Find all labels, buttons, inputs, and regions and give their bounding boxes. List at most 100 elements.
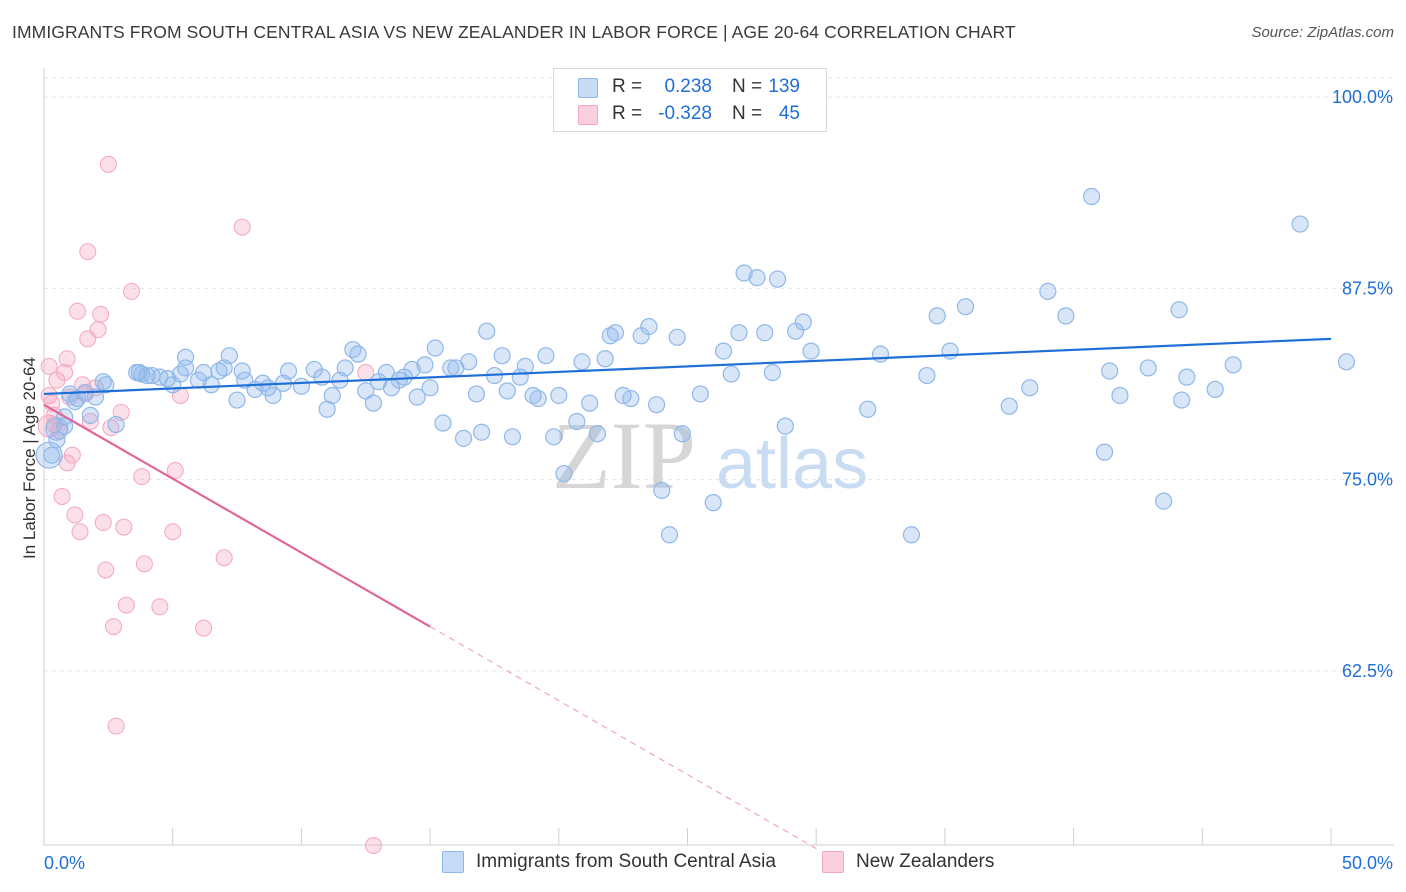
- blue-point: [537, 347, 555, 365]
- blue-point: [756, 324, 774, 342]
- blue-point: [516, 357, 534, 375]
- legend-n-label: N =: [732, 103, 763, 124]
- bottom-legend-swatch-blue: [442, 851, 464, 873]
- blue-point: [493, 347, 511, 365]
- pink-point: [364, 836, 382, 854]
- pink-point: [151, 598, 169, 616]
- pink-point: [92, 305, 110, 323]
- blue-point: [336, 359, 354, 377]
- blue-point: [138, 366, 156, 385]
- blue-point: [478, 322, 496, 340]
- blue-point: [1170, 301, 1188, 319]
- blue-point: [357, 382, 375, 400]
- correlation-legend: R = 0.238 N = 139 R = -0.328 N = 45: [553, 68, 827, 132]
- legend-row-pink: R = -0.328 N = 45: [554, 101, 826, 127]
- blue-point: [323, 386, 341, 405]
- blue-point: [763, 363, 782, 382]
- blue-point: [941, 342, 959, 360]
- blue-point: [928, 307, 946, 325]
- blue-point: [1095, 443, 1114, 461]
- blue-point: [454, 429, 473, 447]
- bottom-legend-label-pink: New Zealanders: [856, 851, 995, 872]
- blue-point: [498, 382, 516, 400]
- blue-point: [1178, 368, 1196, 386]
- blue-point: [1000, 397, 1018, 415]
- blue-point: [94, 373, 112, 391]
- blue-point: [871, 345, 890, 363]
- blue-point: [529, 389, 547, 408]
- blue-point: [722, 365, 740, 383]
- blue-point: [1155, 492, 1173, 510]
- blue-point: [1291, 215, 1309, 233]
- blue-point: [1173, 391, 1191, 409]
- bottom-legend-swatch-pink: [822, 851, 844, 873]
- blue-point: [176, 348, 195, 366]
- pink-point: [40, 357, 58, 375]
- watermark-atlas: atlas: [716, 424, 868, 504]
- blue-point: [691, 385, 709, 403]
- blue-point: [673, 425, 691, 443]
- blue-point: [1206, 380, 1224, 398]
- blue-point: [344, 340, 362, 359]
- legend-n-value: 45: [778, 103, 800, 124]
- pink-point: [166, 461, 184, 479]
- pink-point: [58, 350, 76, 368]
- y-tick-label: 62.5%: [1342, 661, 1393, 681]
- chart-title: IMMIGRANTS FROM SOUTH CENTRAL ASIA VS NE…: [12, 22, 1016, 42]
- y-tick-label: 75.0%: [1342, 470, 1393, 490]
- legend-swatch-pink: [578, 105, 598, 125]
- pink-point: [102, 419, 120, 437]
- blue-point: [55, 417, 74, 435]
- pink-point: [133, 468, 151, 486]
- pink-point: [117, 596, 135, 614]
- blue-point: [660, 526, 679, 544]
- blue-point: [730, 324, 748, 342]
- blue-point: [434, 414, 452, 432]
- x-tick-label: 50.0%: [1342, 853, 1393, 873]
- blue-point: [902, 526, 921, 544]
- bottom-legend-blue: Immigrants from South Central Asia: [442, 851, 776, 873]
- bottom-legend-pink: New Zealanders: [822, 851, 994, 873]
- blue-point: [503, 428, 522, 446]
- blue-point: [768, 270, 787, 288]
- blue-point: [776, 417, 794, 435]
- pink-point: [66, 506, 84, 524]
- pink-trend-line: [43, 403, 431, 628]
- blue-point: [748, 269, 766, 287]
- legend-n-value: 139: [768, 76, 800, 97]
- blue-point: [1057, 307, 1075, 325]
- blue-point: [107, 415, 125, 434]
- blue-point: [794, 313, 812, 331]
- pink-point: [195, 619, 213, 637]
- pink-point: [135, 555, 153, 573]
- blue-point: [648, 396, 666, 414]
- x-tick-label: 0.0%: [44, 853, 85, 873]
- blue-trend-line: [43, 337, 1332, 396]
- legend-n-label: N =: [732, 76, 763, 97]
- bottom-legend-label-blue: Immigrants from South Central Asia: [476, 851, 776, 872]
- pink-point: [233, 218, 251, 236]
- blue-point: [918, 366, 936, 385]
- blue-point: [45, 417, 69, 441]
- pink-point: [71, 523, 89, 541]
- blue-point: [1101, 362, 1119, 380]
- blue-point: [802, 342, 820, 360]
- blue-point: [426, 339, 444, 357]
- pink-point: [68, 302, 86, 320]
- blue-point: [735, 264, 753, 282]
- pink-point: [123, 282, 141, 300]
- blue-point: [202, 376, 220, 394]
- blue-point: [581, 394, 599, 412]
- blue-point: [1083, 187, 1101, 206]
- legend-r-value: -0.328: [658, 103, 712, 124]
- pink-point: [79, 243, 97, 261]
- blue-point: [1039, 282, 1057, 300]
- blue-point: [668, 328, 686, 346]
- pink-point: [215, 549, 233, 567]
- pink-point: [99, 155, 117, 173]
- pink-point: [164, 523, 182, 541]
- blue-point: [228, 391, 246, 409]
- blue-point: [524, 386, 542, 405]
- blue-point: [550, 386, 568, 405]
- blue-point: [460, 353, 478, 371]
